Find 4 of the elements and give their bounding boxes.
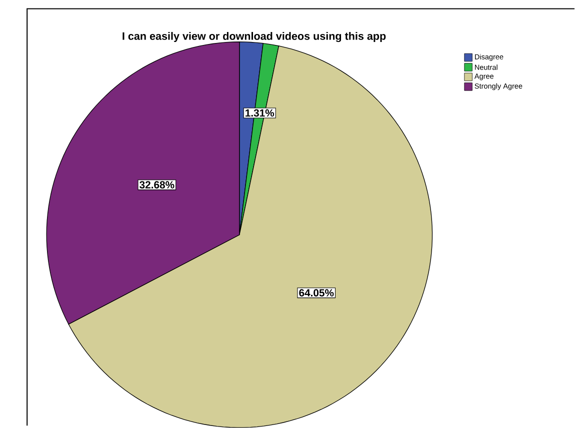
data-label: 32.68% <box>140 181 174 189</box>
chart-title: I can easily view or download videos using this app <box>122 32 386 42</box>
data-label: 1.31% <box>246 109 274 117</box>
data-label: 64.05% <box>299 289 334 297</box>
